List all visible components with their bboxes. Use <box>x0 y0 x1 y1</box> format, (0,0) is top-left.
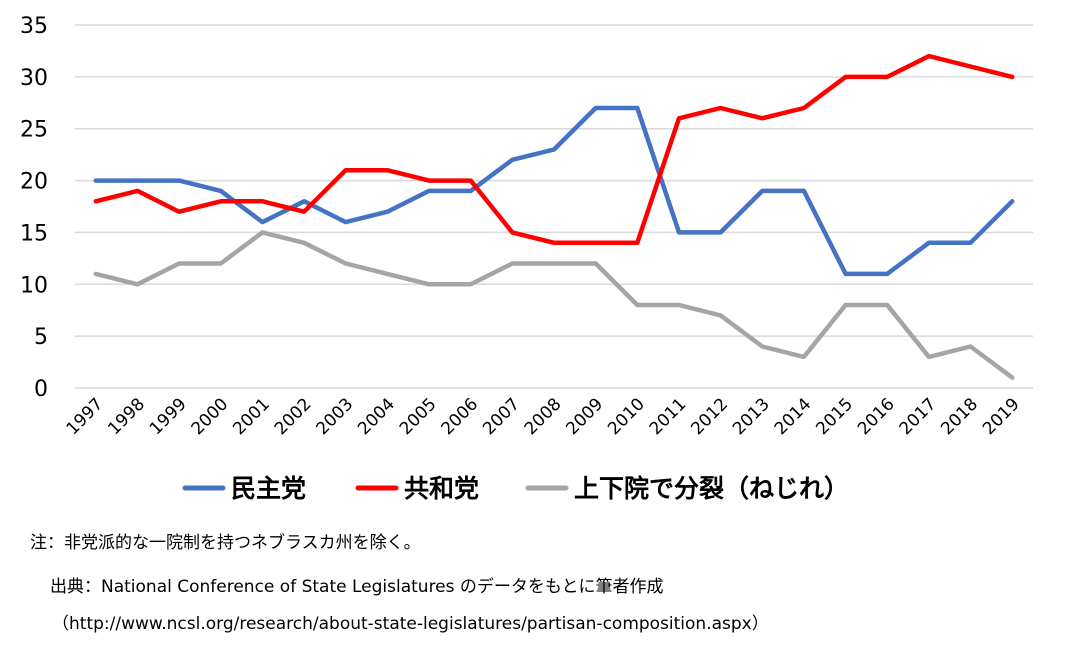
x-tick-label: 2001 <box>229 394 274 439</box>
legend-label: 共和党 <box>404 474 479 503</box>
y-tick-label: 35 <box>20 14 48 39</box>
x-tick-label: 2006 <box>437 394 482 439</box>
y-tick-label: 15 <box>20 221 48 246</box>
y-tick-label: 10 <box>20 273 48 298</box>
series-line-0 <box>93 105 1015 277</box>
x-tick-label: 1998 <box>104 394 149 439</box>
source-url: （http://www.ncsl.org/research/about-stat… <box>52 614 769 634</box>
x-tick-label: 2015 <box>812 394 857 439</box>
x-tick-label: 2010 <box>604 394 649 439</box>
legend-label: 民主党 <box>231 474 306 503</box>
y-tick-label: 20 <box>20 170 48 195</box>
legend-label: 上下院で分裂（ねじれ） <box>574 474 849 503</box>
x-tick-label: 2008 <box>521 394 566 439</box>
x-tick-label: 2014 <box>771 394 816 439</box>
series-line-2 <box>93 230 1015 380</box>
footnote: 注：非党派的な一院制を持つネブラスカ州を除く。 <box>30 533 421 553</box>
x-tick-label: 2018 <box>937 394 982 439</box>
y-tick-label: 30 <box>20 66 48 91</box>
y-tick-label: 25 <box>20 118 48 143</box>
x-tick-label: 1997 <box>63 394 108 439</box>
y-tick-label: 5 <box>34 325 48 350</box>
x-tick-label: 2003 <box>313 394 358 439</box>
y-tick-label: 0 <box>34 377 48 402</box>
x-tick-label: 2013 <box>729 394 774 439</box>
series-line-1 <box>93 53 1015 246</box>
x-tick-label: 2011 <box>646 394 691 439</box>
x-tick-label: 2019 <box>979 394 1024 439</box>
x-tick-label: 2004 <box>354 394 399 439</box>
legend: 民主党 共和党 上下院で分裂（ねじれ） <box>182 474 849 503</box>
x-tick-label: 2007 <box>479 394 524 439</box>
gridlines <box>75 24 1033 389</box>
y-axis-tick-labels: 0 5 10 15 20 25 30 35 <box>20 14 48 402</box>
source-note: 出典：National Conference of State Legislat… <box>50 577 664 597</box>
x-tick-label: 2000 <box>188 394 233 439</box>
x-tick-label: 2016 <box>854 394 899 439</box>
x-tick-label: 2005 <box>396 394 441 439</box>
x-tick-label: 2017 <box>896 394 941 439</box>
x-tick-label: 2002 <box>271 394 316 439</box>
x-tick-label: 1999 <box>146 394 191 439</box>
x-tick-label: 2009 <box>562 394 607 439</box>
x-tick-label: 2012 <box>687 394 732 439</box>
series-lines <box>93 53 1015 380</box>
x-axis-tick-labels: 1997199819992000200120022003200420052006… <box>63 394 1024 439</box>
